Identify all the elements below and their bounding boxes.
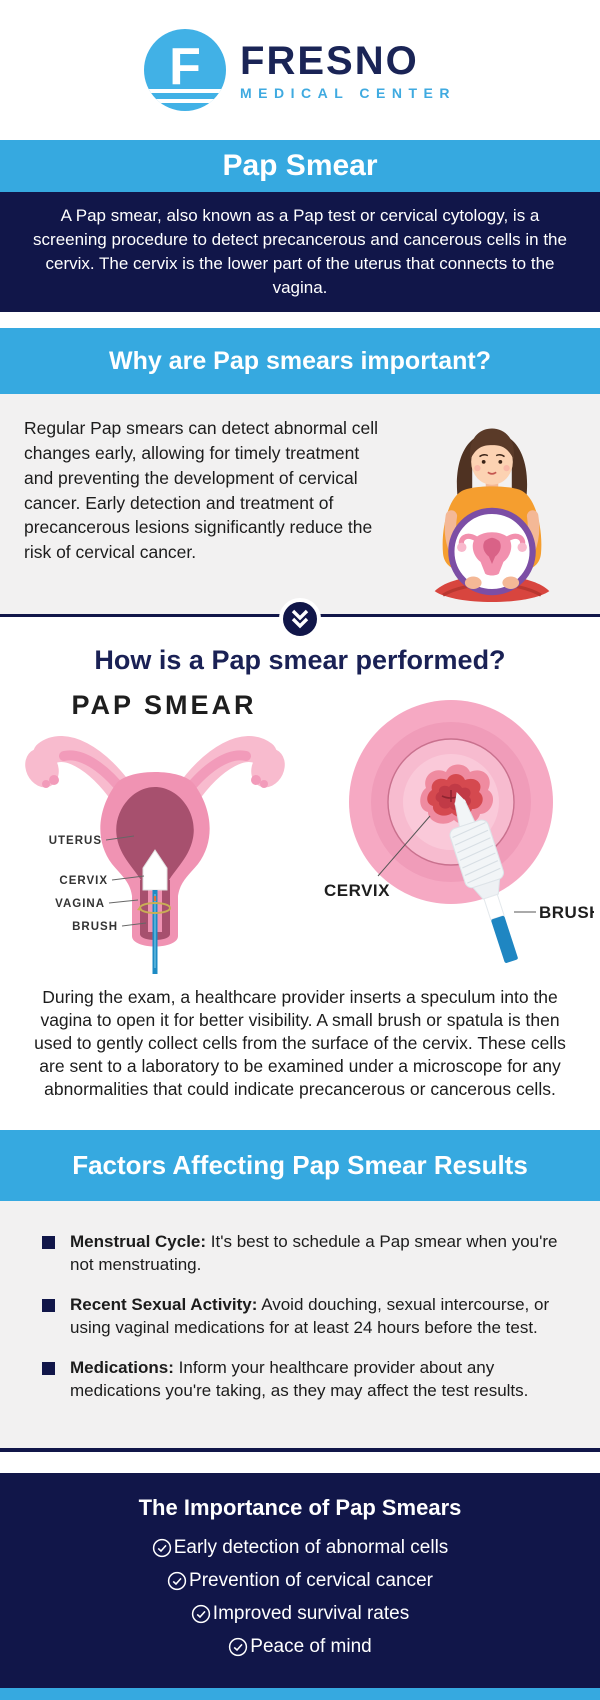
factor-label: Medications:: [70, 1357, 174, 1377]
square-bullet-icon: [42, 1361, 55, 1375]
how-section: How is a Pap smear performed? PAP SMEAR: [0, 617, 600, 1130]
importance-item: Peace of mind: [250, 1636, 372, 1657]
header: F FRESNO MEDICAL CENTER: [0, 0, 600, 140]
label-brush-closeup: BRUSH: [539, 903, 594, 922]
double-chevron-down-icon: [279, 598, 321, 640]
factor-detail: Inform your healthcare provider about an…: [70, 1357, 529, 1400]
importance-item: Prevention of cervical cancer: [189, 1570, 433, 1591]
logo-text: FRESNO MEDICAL CENTER: [240, 40, 456, 101]
list-item: Peace of mind: [0, 1636, 600, 1658]
uterus-diagram: PAP SMEAR: [25, 690, 285, 974]
spacer: [0, 312, 600, 328]
factor-label: Menstrual Cycle:: [70, 1232, 207, 1251]
list-item: Improved survival rates: [0, 1603, 600, 1625]
check-circle-icon: [229, 1637, 248, 1657]
diagram-title: PAP SMEAR: [71, 690, 256, 720]
factor-detail: Avoid douching, sexual intercourse, or u…: [70, 1294, 550, 1337]
factor-text: Medications: Inform your healthcare prov…: [70, 1357, 558, 1403]
why-body: Regular Pap smears can detect abnormal c…: [24, 418, 379, 563]
logo-tagline: MEDICAL CENTER: [240, 84, 456, 101]
list-item: Medications: Inform your healthcare prov…: [42, 1357, 558, 1403]
importance-item: Early detection of abnormal cells: [173, 1537, 449, 1558]
spacer: [0, 1452, 600, 1473]
diagram-row: PAP SMEAR: [0, 684, 600, 976]
fresno-logo-icon: F: [144, 29, 227, 111]
list-item: Recent Sexual Activity: Avoid douching, …: [42, 1294, 558, 1340]
list-item: Prevention of cervical cancer: [0, 1570, 600, 1592]
importance-heading: The Importance of Pap Smears: [138, 1495, 462, 1520]
label-uterus: UTERUS: [49, 835, 102, 847]
square-bullet-icon: [42, 1236, 55, 1249]
factor-detail: It's best to schedule a Pap smear when y…: [70, 1232, 558, 1274]
title-banner: Pap Smear: [0, 140, 600, 192]
factor-label: Recent Sexual Activity:: [70, 1294, 258, 1314]
check-circle-icon: [167, 1571, 187, 1591]
label-cervix: CERVIX: [59, 875, 108, 887]
factor-text: Recent Sexual Activity: Avoid douching, …: [70, 1294, 558, 1340]
logo-wave-line: [144, 99, 227, 103]
how-body: During the exam, a healthcare provider i…: [34, 987, 566, 1100]
list-item: Early detection of abnormal cells: [0, 1537, 600, 1559]
square-bullet-icon: [42, 1298, 55, 1312]
check-circle-icon: [191, 1604, 210, 1624]
factor-text: Menstrual Cycle: It's best to schedule a…: [70, 1231, 558, 1277]
logo-initial: F: [169, 38, 201, 96]
why-heading-banner: Why are Pap smears important?: [0, 328, 600, 394]
bottom-accent-strip: [0, 1688, 600, 1700]
label-vagina: VAGINA: [55, 898, 105, 910]
label-cervix-closeup: CERVIX: [324, 881, 390, 900]
logo-name: FRESNO: [240, 38, 419, 83]
importance-footer: The Importance of Pap Smears Early detec…: [0, 1473, 600, 1688]
woman-illustration: [434, 428, 550, 603]
why-section: Regular Pap smears can detect abnormal c…: [0, 394, 600, 640]
importance-item: Improved survival rates: [212, 1603, 410, 1624]
how-heading: How is a Pap smear performed?: [94, 645, 506, 675]
check-circle-icon: [152, 1538, 171, 1558]
label-brush: BRUSH: [72, 921, 118, 933]
factors-section: Menstrual Cycle: It's best to schedule a…: [0, 1201, 600, 1452]
intro-paragraph: A Pap smear, also known as a Pap test or…: [0, 192, 600, 312]
list-item: Menstrual Cycle: It's best to schedule a…: [42, 1231, 558, 1277]
logo-wave-line: [144, 89, 227, 93]
factors-heading-banner: Factors Affecting Pap Smear Results: [0, 1130, 600, 1201]
cervix-closeup-diagram: CERVIX BRUSH: [324, 700, 594, 963]
